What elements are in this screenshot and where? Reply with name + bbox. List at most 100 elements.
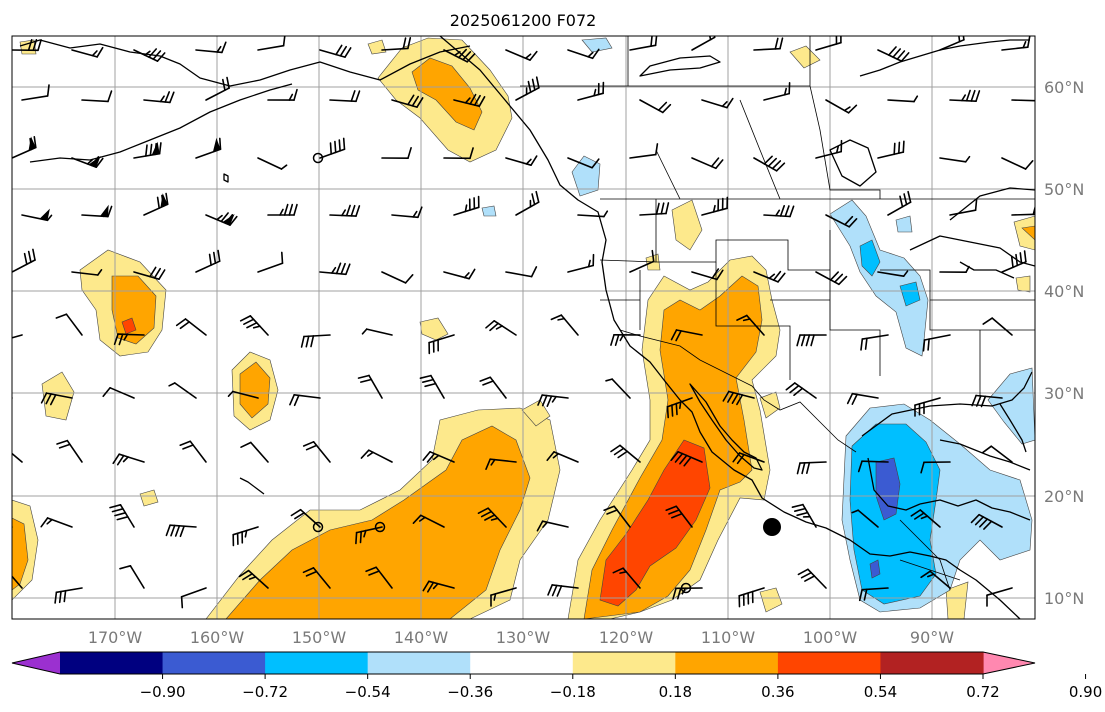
- wind-barb: [691, 268, 724, 281]
- calm-marker: [312, 521, 324, 533]
- wind-barb: [175, 318, 207, 336]
- colorbar-segment: [265, 652, 369, 674]
- wind-barb: [825, 99, 858, 114]
- wind-barb: [381, 271, 414, 284]
- wind-barb: [887, 95, 919, 103]
- colorbar-tick-label: −0.72: [242, 683, 288, 701]
- wind-barb: [355, 526, 383, 545]
- map-panel: [11, 35, 1036, 620]
- wind-barb: [796, 461, 827, 475]
- lon-label: 110°W: [701, 628, 756, 647]
- wind-barb: [612, 567, 641, 589]
- wind-barb: [815, 36, 842, 51]
- colorbar-segment: [572, 652, 676, 674]
- wind-barb: [949, 198, 978, 216]
- wind-barb: [81, 204, 113, 218]
- lat-label: 60°N: [1044, 78, 1084, 97]
- calm-marker: [680, 582, 692, 594]
- wind-barb: [381, 36, 412, 51]
- wind-barb: [515, 190, 540, 216]
- wind-barb: [1001, 157, 1034, 170]
- blob-d: [759, 587, 783, 613]
- wind-barb: [1011, 99, 1035, 102]
- wind-barb: [365, 566, 393, 589]
- wind-barb: [227, 390, 259, 399]
- wind-barb: [12, 334, 23, 339]
- wind-barb: [732, 452, 765, 465]
- wind-barb: [1001, 250, 1027, 273]
- wind-barb: [12, 397, 13, 399]
- wind-barb: [939, 155, 971, 163]
- colorbar-outline: [11, 651, 1036, 675]
- wind-barb: [610, 444, 641, 463]
- wind-barb: [133, 141, 162, 159]
- wind-barb: [665, 505, 693, 528]
- wind-barb: [970, 513, 1003, 530]
- wind-barb: [815, 271, 848, 286]
- wind-barb: [71, 268, 103, 276]
- wind-barb: [490, 587, 517, 607]
- lon-label: 160°W: [190, 628, 245, 647]
- calm-wind-markers: [312, 152, 781, 594]
- wind-barb: [639, 202, 670, 216]
- wind-barb: [257, 157, 288, 170]
- wind-barb: [240, 441, 269, 463]
- wind-barb: [12, 136, 37, 159]
- wind-barb: [12, 248, 36, 273]
- calm-marker: [312, 152, 324, 164]
- wind-barb: [785, 382, 817, 399]
- wind-barb: [113, 333, 145, 346]
- wind-barb: [877, 46, 910, 62]
- colorbar-tick-label: 0.72: [966, 683, 999, 701]
- colorbar-segment: [162, 652, 266, 674]
- wind-barb: [851, 509, 879, 528]
- coastlines: [19, 36, 1035, 619]
- wind-barb: [825, 214, 858, 228]
- hawaii-blob-core: [239, 361, 271, 419]
- wind-barb: [736, 314, 765, 336]
- colorbar-segment: [675, 652, 779, 674]
- wind-barb: [257, 251, 284, 273]
- blob-c: [671, 199, 703, 251]
- wind-barb: [257, 36, 286, 51]
- wind-barb: [567, 157, 600, 169]
- wind-barb: [422, 580, 455, 593]
- wind-barb: [102, 386, 135, 399]
- wind-barb: [391, 94, 424, 108]
- wind-barb: [914, 397, 941, 417]
- lat-label: 10°N: [1044, 589, 1084, 608]
- midwest-core: [859, 239, 881, 277]
- wind-barb: [666, 397, 693, 419]
- colorbar-tick-label: −0.90: [140, 683, 186, 701]
- gulf-mexico-core-2: [869, 559, 881, 579]
- wind-barb: [195, 137, 222, 159]
- wind-barb: [485, 319, 517, 336]
- wind-barb: [939, 265, 970, 274]
- wind-barb: [319, 137, 346, 159]
- nw-blob: [481, 205, 497, 217]
- lon-label: 140°W: [394, 628, 449, 647]
- wind-barb: [763, 205, 795, 218]
- wind-barb: [858, 587, 889, 602]
- wind-barb: [267, 203, 298, 216]
- wind-barb: [815, 139, 843, 159]
- wind-barb: [763, 82, 791, 101]
- lat-label: 20°N: [1044, 487, 1084, 506]
- wind-barb: [302, 440, 331, 463]
- wind-barb: [453, 195, 480, 216]
- blob-j: [759, 391, 781, 419]
- wind-barb: [605, 378, 631, 399]
- wind-barb: [12, 38, 42, 52]
- wind-barb: [505, 155, 538, 166]
- colorbar-tick-label: 0.90: [1069, 683, 1102, 701]
- wind-barb: [165, 524, 197, 538]
- wind-barb: [629, 249, 655, 273]
- wind-barb: [887, 190, 912, 216]
- blob-f-core: [1021, 225, 1035, 241]
- blob-m: [1015, 275, 1031, 293]
- wind-barb: [179, 440, 207, 463]
- wind-barb: [610, 333, 641, 347]
- wind-barb: [302, 567, 331, 589]
- lon-label: 90°W: [910, 628, 954, 647]
- wind-barb: [81, 90, 113, 103]
